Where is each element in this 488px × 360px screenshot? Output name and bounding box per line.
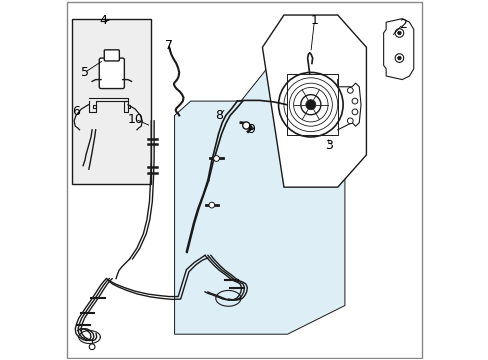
Text: 5: 5 — [81, 66, 89, 79]
Circle shape — [278, 72, 343, 137]
Circle shape — [89, 344, 95, 350]
Polygon shape — [174, 65, 344, 334]
Circle shape — [346, 118, 352, 124]
Text: 1: 1 — [310, 14, 318, 27]
Polygon shape — [262, 15, 366, 187]
Circle shape — [351, 98, 357, 104]
Circle shape — [242, 122, 249, 129]
FancyBboxPatch shape — [104, 50, 119, 61]
Text: 10: 10 — [127, 113, 143, 126]
Polygon shape — [383, 19, 413, 80]
Circle shape — [300, 95, 320, 115]
Circle shape — [397, 56, 400, 60]
Circle shape — [397, 31, 400, 35]
Circle shape — [213, 156, 219, 161]
FancyBboxPatch shape — [72, 19, 151, 184]
Circle shape — [346, 87, 352, 93]
Text: 6: 6 — [72, 105, 80, 118]
Text: 2: 2 — [398, 18, 406, 31]
Circle shape — [305, 100, 315, 110]
Circle shape — [394, 29, 403, 37]
Text: 4: 4 — [99, 14, 106, 27]
Text: 7: 7 — [165, 39, 173, 52]
Text: 3: 3 — [324, 139, 332, 152]
Circle shape — [351, 109, 357, 115]
Text: 9: 9 — [247, 123, 255, 136]
FancyBboxPatch shape — [99, 58, 124, 89]
Text: 8: 8 — [215, 109, 223, 122]
Circle shape — [208, 202, 214, 208]
Circle shape — [394, 54, 403, 62]
